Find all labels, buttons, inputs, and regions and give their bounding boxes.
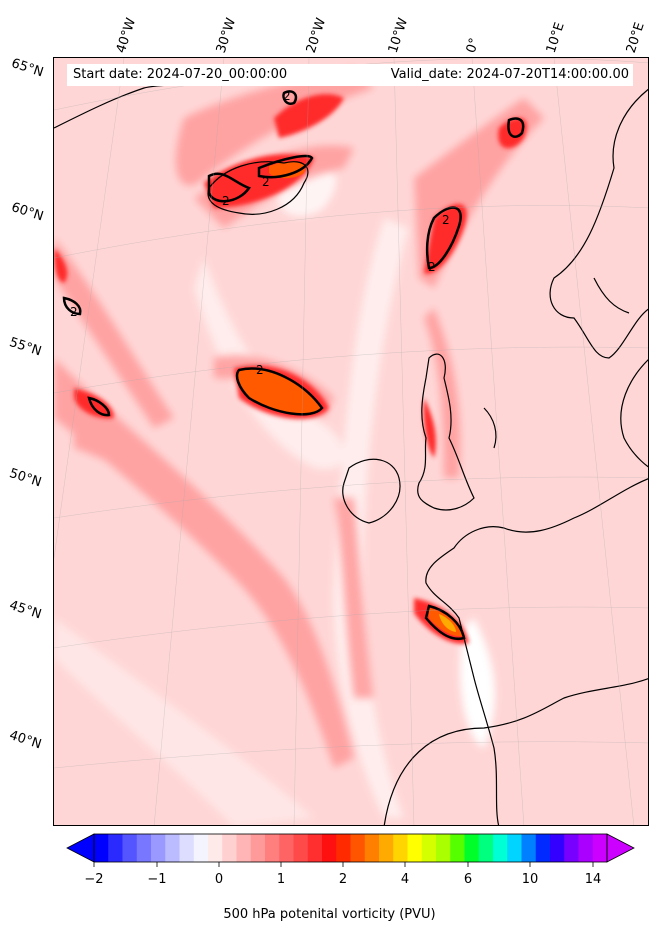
date-header: Start date: 2024-07-20_00:00:00 Valid_da…: [67, 64, 633, 86]
colorbar-cell: [393, 834, 408, 862]
colorbar-cells: [94, 834, 608, 862]
colorbar-tick-label: 0: [214, 872, 224, 887]
colorbar-cell: [564, 834, 579, 862]
contour-label: 2: [256, 363, 264, 377]
colorbar-tick-label: −2: [84, 872, 104, 887]
contour-label: 2: [262, 175, 270, 189]
colorbar-cell: [122, 834, 138, 862]
contour-label: 2: [442, 213, 450, 227]
colorbar-tick-label: 14: [584, 872, 602, 887]
colorbar-tick-label: 2: [338, 872, 348, 887]
colorbar-cell: [535, 834, 551, 862]
colorbar-min-extend: [66, 833, 95, 863]
colorbar-max-extend: [606, 833, 635, 863]
colorbar-cell: [578, 834, 594, 862]
colorbar-cell: [379, 834, 394, 862]
colorbar-cell: [307, 834, 323, 862]
colorbar-cell: [521, 834, 537, 862]
colorbar-tick-label: 1: [276, 872, 286, 887]
colorbar-cell: [293, 834, 309, 862]
colorbar-tick-label: 10: [521, 872, 539, 887]
colorbar-label: 500 hPa potenital vorticity (PVU): [223, 907, 436, 922]
colorbar-cell: [279, 834, 294, 862]
colorbar-cell: [193, 834, 209, 862]
colorbar-cell: [336, 834, 351, 862]
start-date-text: Start date: 2024-07-20_00:00:00: [73, 67, 288, 82]
colorbar-cell: [592, 834, 608, 862]
colorbar-cell: [136, 834, 152, 862]
contour-label: 2: [70, 305, 78, 319]
colorbar-cell: [322, 834, 337, 862]
graticule: [54, 58, 648, 825]
lon-label-30w: 30°W: [213, 16, 240, 55]
lat-label-55n: 55°N: [7, 335, 44, 360]
colorbar-cell: [222, 834, 237, 862]
colorbar-cell: [464, 834, 480, 862]
colorbar-cell: [450, 834, 465, 862]
colorbar-cell: [265, 834, 280, 862]
contour-labels: 2 2 2 2 2 2 2: [70, 89, 450, 377]
colorbar-cell: [407, 834, 423, 862]
colorbar-cell: [364, 834, 380, 862]
colorbar-cell: [250, 834, 266, 862]
pv-map: 2 2 2 2 2 2 2: [53, 57, 649, 826]
colorbar-cell: [507, 834, 522, 862]
colorbar-cell: [421, 834, 437, 862]
pv-field-map: 2 2 2 2 2 2 2: [54, 58, 648, 825]
lat-label-40n: 40°N: [7, 728, 44, 753]
colorbar-cell: [550, 834, 565, 862]
lat-label-65n: 65°N: [9, 56, 46, 81]
lon-label-10w: 10°W: [385, 16, 412, 55]
orange-core: [439, 614, 456, 632]
colorbar-cell: [478, 834, 494, 862]
colorbar-cell: [236, 834, 252, 862]
colorbar-cell: [436, 834, 451, 862]
lon-label-20e: 20°E: [623, 20, 648, 55]
colorbar-tick-label: 4: [400, 872, 410, 887]
lon-label-10e: 10°E: [543, 20, 568, 55]
colorbar-cell: [493, 834, 508, 862]
colorbar-frame: [93, 833, 608, 863]
lon-label-40w: 40°W: [113, 16, 140, 55]
lon-label-20w: 20°W: [303, 16, 330, 55]
colorbar-cell: [151, 834, 166, 862]
colorbar-cell: [350, 834, 366, 862]
colorbar-cell: [208, 834, 223, 862]
colorbar-cell: [179, 834, 195, 862]
colorbar-tick-label: −1: [147, 872, 167, 887]
lon-label-0: 0°: [463, 36, 483, 55]
contour-label: 2: [428, 260, 436, 274]
colorbar-cell: [165, 834, 180, 862]
valid-date-text: Valid_date: 2024-07-20T14:00:00.00: [390, 67, 629, 82]
contour-label: 2: [283, 89, 291, 103]
lat-label-60n: 60°N: [9, 200, 46, 225]
contour-label: 2: [222, 194, 230, 208]
colorbar-cell: [108, 834, 123, 862]
lat-label-50n: 50°N: [7, 466, 44, 491]
colorbar-tick-label: 6: [463, 872, 473, 887]
colorbar-cell: [94, 834, 109, 862]
lat-label-45n: 45°N: [7, 598, 44, 623]
